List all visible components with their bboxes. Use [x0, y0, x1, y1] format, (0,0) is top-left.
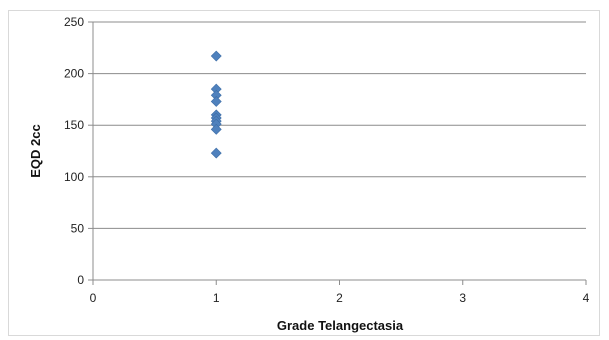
gridlines	[93, 21, 586, 229]
data-point	[210, 96, 222, 107]
data-point	[210, 147, 222, 159]
x-tick-labels: 0 1 2 3 4	[90, 291, 590, 305]
data-points	[210, 50, 222, 159]
y-tick-label: 100	[64, 170, 84, 184]
axes	[88, 21, 587, 285]
data-point	[210, 50, 222, 62]
x-tick-label: 2	[336, 291, 343, 305]
x-tick-label: 0	[90, 291, 97, 305]
x-tick-label: 4	[583, 291, 590, 305]
y-tick-label: 250	[64, 15, 84, 29]
y-tick-label: 200	[64, 67, 84, 81]
y-tick-label: 150	[64, 118, 84, 132]
y-tick-label: 50	[71, 221, 85, 235]
x-axis-title: Grade Telangectasia	[277, 318, 404, 333]
y-tick-labels: 0 50 100 150 200 250	[64, 15, 84, 287]
x-tick-label: 1	[213, 291, 220, 305]
data-point	[210, 123, 222, 135]
y-tick-label: 0	[77, 273, 84, 287]
y-axis-title: EQD 2cc	[28, 124, 43, 177]
x-tick-label: 3	[459, 291, 466, 305]
chart-frame	[8, 10, 600, 336]
